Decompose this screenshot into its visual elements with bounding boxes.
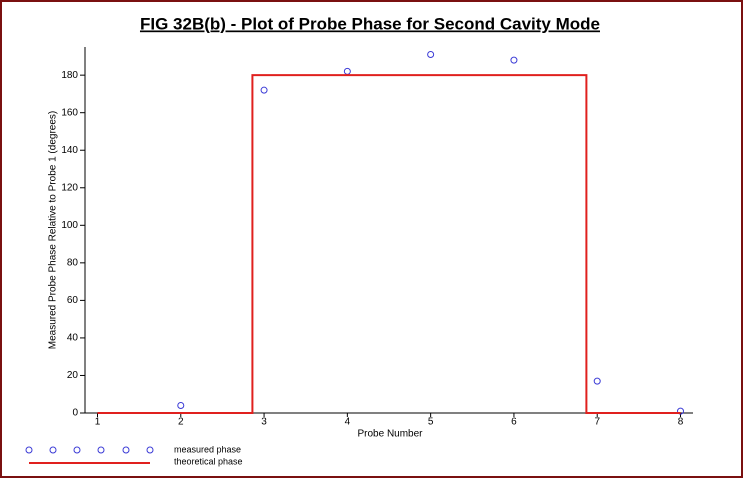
y-tick-label: 20 xyxy=(67,370,79,381)
x-tick-label: 4 xyxy=(345,417,351,428)
y-tick-label: 140 xyxy=(61,145,78,156)
y-tick-label: 40 xyxy=(67,333,79,344)
y-tick-label: 80 xyxy=(67,257,79,268)
x-tick-label: 8 xyxy=(678,417,684,428)
x-tick-label: 2 xyxy=(178,417,184,428)
legend-marker xyxy=(146,446,154,454)
y-tick-label: 0 xyxy=(72,408,78,419)
x-tick-label: 5 xyxy=(428,417,434,428)
y-tick-label: 160 xyxy=(61,107,78,118)
legend-marker xyxy=(97,446,105,454)
data-point xyxy=(593,377,601,385)
chart-title: FIG 32B(b) - Plot of Probe Phase for Sec… xyxy=(140,14,600,33)
y-tick-label: 180 xyxy=(61,70,78,81)
legend-marker xyxy=(122,446,130,454)
x-tick-label: 7 xyxy=(594,417,600,428)
legend-marker xyxy=(73,446,81,454)
x-axis-label: Probe Number xyxy=(357,429,423,440)
x-tick-label: 6 xyxy=(511,417,517,428)
legend-label: theoretical phase xyxy=(174,456,243,466)
x-tick-label: 1 xyxy=(95,417,101,428)
data-point xyxy=(260,86,268,94)
data-point xyxy=(427,51,435,59)
y-tick-label: 60 xyxy=(67,295,79,306)
legend-label: measured phase xyxy=(174,444,241,454)
data-line xyxy=(97,74,681,414)
x-tick-label: 3 xyxy=(261,417,267,428)
y-tick-label: 120 xyxy=(61,182,78,193)
data-point xyxy=(677,407,685,415)
legend-marker xyxy=(25,446,33,454)
y-axis-label: Measured Probe Phase Relative to Probe 1… xyxy=(48,111,59,349)
legend-marker xyxy=(49,446,57,454)
data-point xyxy=(177,401,185,409)
y-tick-label: 100 xyxy=(61,220,78,231)
data-point xyxy=(510,56,518,64)
